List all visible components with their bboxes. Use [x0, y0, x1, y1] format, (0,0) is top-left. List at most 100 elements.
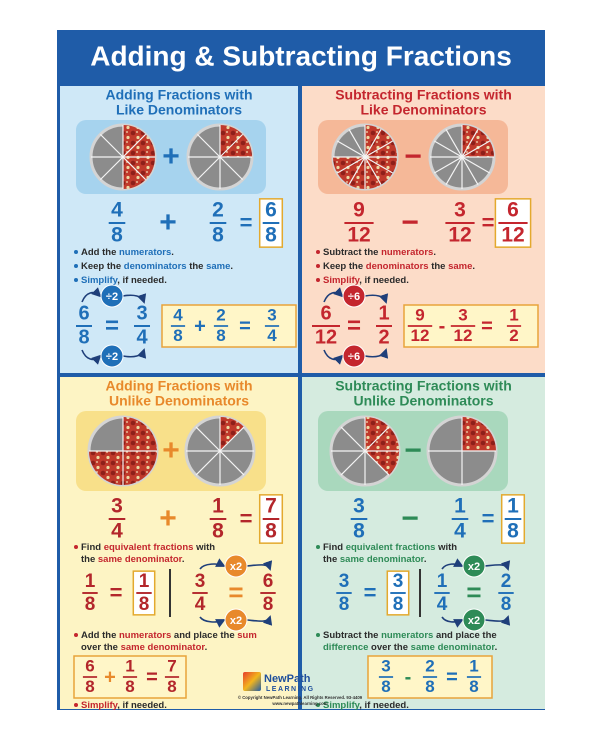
- copyright: © Copyright NewPath Learning. All Rights…: [238, 695, 363, 700]
- numerator: 9: [415, 306, 424, 325]
- numerator: 1: [437, 571, 448, 592]
- numerator: 3: [111, 494, 123, 517]
- operation-label: x2: [468, 561, 480, 573]
- bullet-word: and place the: [171, 630, 237, 641]
- slice-cut: [99, 133, 124, 158]
- arrow: [199, 558, 226, 570]
- denominator: 4: [136, 327, 148, 349]
- bullet-word: Add the: [81, 247, 119, 258]
- bullet-text: Add the numerators and place the sum: [81, 630, 257, 641]
- pizza-slice: [123, 451, 157, 485]
- bullet-word: .: [171, 247, 174, 258]
- slice-cut: [340, 450, 366, 476]
- numerator: 1: [139, 571, 150, 592]
- denominator: 8: [167, 677, 176, 696]
- operator: =: [482, 506, 495, 531]
- bullet-word: , if needed.: [359, 275, 409, 286]
- operator: =: [105, 312, 119, 339]
- denominator: 12: [448, 224, 471, 247]
- slice-cut: [461, 156, 479, 186]
- denominator: 8: [85, 594, 96, 615]
- operator: =: [228, 577, 243, 607]
- brand-sub: LEARNING: [266, 686, 315, 693]
- numerator: 1: [507, 494, 519, 517]
- operation-badge: [342, 284, 366, 308]
- numerator: 3: [267, 306, 276, 325]
- bullet-word: equivalent fractions: [346, 542, 436, 553]
- numerator: 3: [381, 657, 390, 676]
- bullet-dot: [74, 633, 78, 637]
- slice-cut: [196, 133, 221, 158]
- bullet-word: sum: [237, 630, 257, 641]
- slice-cut: [219, 450, 245, 476]
- bullet-word: .: [424, 554, 427, 565]
- bullet-text: the same denominator.: [81, 554, 184, 565]
- slice-cut: [219, 156, 244, 181]
- bullet-word: equivalent fractions: [104, 542, 194, 553]
- denominator: 8: [393, 594, 404, 615]
- operation-label: ÷2: [106, 291, 118, 303]
- bullet-text: over the same denominator.: [81, 642, 207, 653]
- operation-badge: [462, 608, 486, 632]
- numerator: 6: [78, 303, 89, 325]
- slice-cut: [219, 426, 245, 452]
- slice-cut: [433, 156, 463, 174]
- slice-cut: [364, 156, 382, 186]
- numerator: 4: [173, 306, 183, 325]
- bullet-word: same denominator: [121, 642, 206, 653]
- bullet-word: denominators: [124, 261, 187, 272]
- bullet-dot: [316, 264, 320, 268]
- bullet-dot: [316, 545, 320, 549]
- slice-cut: [219, 133, 244, 158]
- denominator: 8: [507, 520, 519, 543]
- bullet-word: .: [433, 247, 436, 258]
- bullet-word: same denominator: [340, 554, 425, 565]
- numerator: 1: [125, 657, 134, 676]
- denominator: 12: [347, 224, 370, 247]
- numerator: 3: [454, 198, 466, 221]
- operator: =: [482, 210, 495, 235]
- bullet-word: .: [182, 554, 185, 565]
- slice-cut: [461, 140, 491, 158]
- slice-cut: [195, 426, 221, 452]
- arrow: [81, 349, 102, 365]
- arrow: [199, 616, 226, 628]
- bullet-text: Find equivalent fractions with: [323, 542, 457, 553]
- numerator: 1: [212, 494, 224, 517]
- bullet-word: Add the: [81, 630, 119, 641]
- bullet-text: the same denominator.: [323, 554, 426, 565]
- operator: +: [162, 140, 180, 173]
- operator: =: [110, 580, 123, 605]
- denominator: 8: [265, 520, 277, 543]
- bullet-word: difference: [323, 642, 368, 653]
- slice-cut: [364, 156, 394, 174]
- operation-label: x2: [468, 615, 480, 627]
- panel-heading: Subtracting Fractions with: [335, 87, 512, 103]
- operation-badge: [462, 554, 486, 578]
- slice-cut: [99, 156, 124, 181]
- bullet-word: over the: [368, 642, 410, 653]
- bullet-dot: [316, 633, 320, 637]
- operator: =: [347, 312, 361, 339]
- website: www.newpathlearning.com: [271, 701, 327, 706]
- bullet-text: Keep the denominators the same.: [323, 261, 475, 272]
- bullet-word: Find: [323, 542, 346, 553]
- arrow: [484, 615, 511, 626]
- numerator: 3: [195, 571, 206, 592]
- operator: +: [194, 315, 206, 337]
- bullet-word: over the: [81, 642, 121, 653]
- arrow: [364, 293, 389, 304]
- bullet-word: the: [187, 261, 207, 272]
- bullet-word: and place the: [433, 630, 496, 641]
- operator: −: [401, 502, 419, 535]
- bullet-text: Add the numerators.: [81, 247, 174, 258]
- operator: =: [239, 315, 251, 337]
- panel-heading: Adding Fractions with: [106, 378, 253, 394]
- numerator: 2: [216, 306, 225, 325]
- denominator: 4: [267, 326, 277, 345]
- denominator: 8: [425, 677, 434, 696]
- denominator: 8: [78, 327, 89, 349]
- bullet-dot: [74, 703, 78, 707]
- denominator: 4: [437, 594, 448, 615]
